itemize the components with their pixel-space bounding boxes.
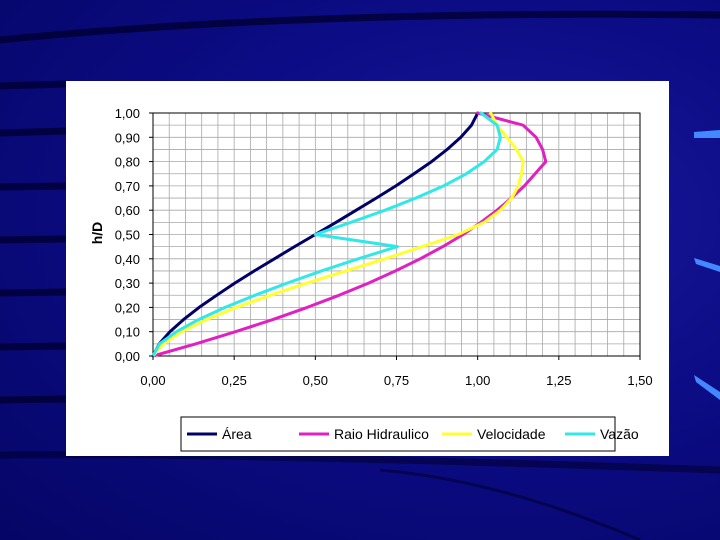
tick-labels: 0,00 0,25 0,50 0,75 1,00 1,25 1,50 0,00 0,10 0,20… bbox=[115, 106, 653, 388]
series-line-velocidade bbox=[151, 111, 525, 358]
y-tick-label: 0,40 bbox=[115, 252, 140, 267]
background-stripe bbox=[0, 235, 67, 244]
background-stripe bbox=[0, 288, 67, 297]
y-tick-label: 1,00 bbox=[115, 106, 140, 121]
x-tick-label: 0,75 bbox=[384, 373, 409, 388]
y-tick-label: 0,90 bbox=[115, 130, 140, 145]
background-stripe bbox=[0, 395, 67, 404]
series-line-raio-hidraulico bbox=[151, 111, 548, 358]
legend-entry-label: Velocidade bbox=[477, 426, 546, 442]
series-layer bbox=[151, 111, 548, 358]
background-stripe bbox=[0, 80, 67, 90]
y-tick-label: 0,00 bbox=[115, 349, 140, 364]
line-chart: 0,00 0,25 0,50 0,75 1,00 1,25 1,50 0,00 0,10 0,20… bbox=[89, 106, 653, 452]
y-axis-label: h/D bbox=[89, 222, 105, 245]
background-stripe bbox=[0, 127, 67, 137]
legend-entry-label: Raio Hidraulico bbox=[334, 426, 429, 442]
x-tick-label: 1,00 bbox=[465, 373, 490, 388]
y-tick-label: 0,50 bbox=[115, 228, 140, 243]
background-stripe bbox=[0, 10, 720, 44]
y-tick-label: 0,60 bbox=[115, 203, 140, 218]
background-stripe bbox=[0, 182, 67, 191]
background-swoosh bbox=[379, 468, 641, 540]
background-stripe bbox=[0, 342, 67, 351]
accent-mark bbox=[694, 375, 720, 400]
x-tick-label: 0,25 bbox=[222, 373, 247, 388]
y-tick-label: 0,20 bbox=[115, 300, 140, 315]
y-tick-label: 0,10 bbox=[115, 325, 140, 340]
background-stripe bbox=[0, 451, 720, 474]
chart-panel: 0,00 0,25 0,50 0,75 1,00 1,25 1,50 0,00 0,10 0,20… bbox=[66, 81, 669, 456]
accent-mark bbox=[694, 258, 720, 272]
x-tick-label: 0,50 bbox=[303, 373, 328, 388]
legend-entry-label: Área bbox=[222, 426, 252, 442]
series-line-vazão bbox=[151, 111, 502, 358]
y-tick-label: 0,80 bbox=[115, 155, 140, 170]
x-tick-label: 1,25 bbox=[546, 373, 571, 388]
legend-entry-label: Vazão bbox=[600, 426, 639, 442]
legend: Área Raio Hidraulico Velocidade Vazão bbox=[180, 416, 639, 452]
accent-mark bbox=[694, 130, 720, 138]
y-tick-label: 0,70 bbox=[115, 179, 140, 194]
grid bbox=[152, 112, 641, 357]
y-tick-label: 0,30 bbox=[115, 276, 140, 291]
x-tick-label: 1,50 bbox=[627, 373, 652, 388]
legend-box bbox=[180, 416, 616, 452]
x-tick-label: 0,00 bbox=[140, 373, 165, 388]
